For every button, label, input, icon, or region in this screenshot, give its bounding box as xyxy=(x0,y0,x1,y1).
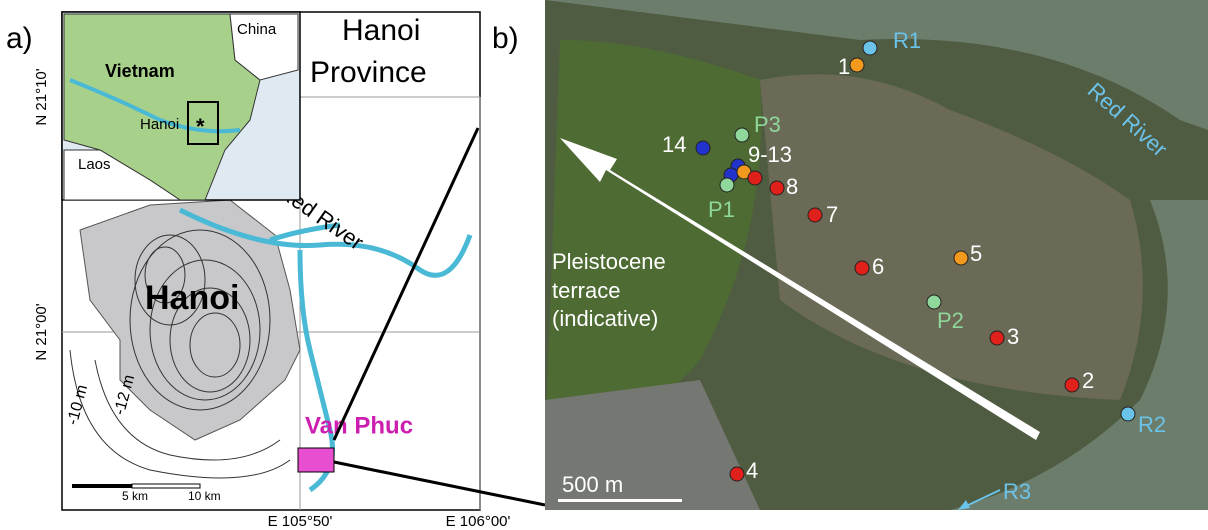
site-label: P1 xyxy=(708,197,735,222)
province-label: Province xyxy=(310,56,427,89)
inset-label: China xyxy=(237,21,277,38)
site-label: 8 xyxy=(786,174,798,199)
terrace-label: terrace xyxy=(552,278,620,303)
site-marker xyxy=(696,141,710,155)
site-label: 1 xyxy=(838,54,850,79)
site-marker xyxy=(730,467,744,481)
scale-label: 5 km xyxy=(122,489,148,503)
site-label: 6 xyxy=(872,254,884,279)
figure: a) Hanoi Province N 21°10' N 21°00' E 10… xyxy=(0,0,1208,530)
city-label: Hanoi xyxy=(145,279,239,317)
scale-label: 10 km xyxy=(188,489,221,503)
site-label: P2 xyxy=(937,308,964,333)
site-marker xyxy=(1121,407,1135,421)
panel-label: a) xyxy=(6,22,33,55)
flow-label: R3 xyxy=(1003,479,1031,504)
site-label: 9-13 xyxy=(748,142,792,167)
site-label: R1 xyxy=(893,28,921,53)
site-label: P3 xyxy=(754,112,781,137)
scale-bar xyxy=(72,484,132,488)
inset-label: Hanoi xyxy=(140,116,179,133)
site-label: 7 xyxy=(826,202,838,227)
terrace-label: Pleistocene xyxy=(552,249,666,274)
site-label: Van Phuc xyxy=(305,412,413,439)
site-marker xyxy=(720,178,734,192)
longitude-label: E 105°50' xyxy=(268,513,333,530)
inset-label: Laos xyxy=(78,156,111,173)
panel-b: b) Red River Pleistocene terrace (indica… xyxy=(492,0,1208,510)
site-label: 3 xyxy=(1007,324,1019,349)
longitude-label: E 106°00' xyxy=(446,513,511,530)
site-marker xyxy=(735,128,749,142)
panel-label: b) xyxy=(492,22,519,55)
latitude-label: N 21°00' xyxy=(33,303,50,360)
site-marker xyxy=(850,58,864,72)
scale-bar xyxy=(132,484,200,488)
site-marker xyxy=(863,41,877,55)
site-label: 2 xyxy=(1082,368,1094,393)
site-label: 4 xyxy=(746,458,758,483)
scale-label: 500 m xyxy=(562,472,623,497)
site-marker xyxy=(1065,378,1079,392)
province-label: Hanoi xyxy=(342,14,420,47)
inset-label: Vietnam xyxy=(105,61,175,81)
site-marker xyxy=(808,208,822,222)
site-marker xyxy=(770,181,784,195)
panel-a: a) Hanoi Province N 21°10' N 21°00' E 10… xyxy=(6,12,545,530)
site-marker xyxy=(954,251,968,265)
scale-bar xyxy=(558,499,682,502)
site-box xyxy=(298,448,334,472)
site-label: R2 xyxy=(1138,412,1166,437)
latitude-label: N 21°10' xyxy=(33,68,50,125)
site-label: 14 xyxy=(662,132,686,157)
site-label: 5 xyxy=(970,241,982,266)
site-marker xyxy=(748,171,762,185)
terrace-label: (indicative) xyxy=(552,306,658,331)
site-marker xyxy=(990,331,1004,345)
inset-marker: * xyxy=(196,114,205,139)
site-marker xyxy=(855,261,869,275)
